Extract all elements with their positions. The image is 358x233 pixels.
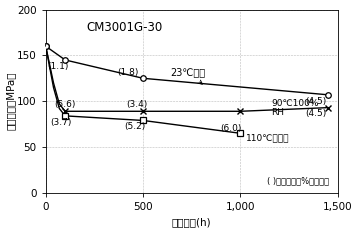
Text: (6.0): (6.0) xyxy=(220,124,241,133)
Text: ( )内は吸水率%を示す。: ( )内は吸水率%を示す。 xyxy=(267,177,329,185)
Y-axis label: 引張強さ（MPa）: 引張強さ（MPa） xyxy=(6,72,15,130)
Text: (3.4): (3.4) xyxy=(127,100,148,109)
Text: CM3001G-30: CM3001G-30 xyxy=(86,21,163,34)
Text: (1.1): (1.1) xyxy=(48,62,69,71)
Text: RH: RH xyxy=(271,108,285,117)
Text: (1.8): (1.8) xyxy=(117,68,138,77)
Text: (4.5): (4.5) xyxy=(306,97,327,106)
Text: 110℃水蒸気: 110℃水蒸気 xyxy=(246,133,290,142)
Text: (5.2): (5.2) xyxy=(125,122,146,131)
Text: 90℃100%: 90℃100% xyxy=(271,99,319,108)
Text: (3.7): (3.7) xyxy=(50,118,72,127)
Text: (4.5): (4.5) xyxy=(306,109,327,118)
Text: (5.6): (5.6) xyxy=(54,100,76,109)
Text: 23℃水中: 23℃水中 xyxy=(170,68,205,84)
X-axis label: 処理時間(h): 処理時間(h) xyxy=(172,217,212,227)
